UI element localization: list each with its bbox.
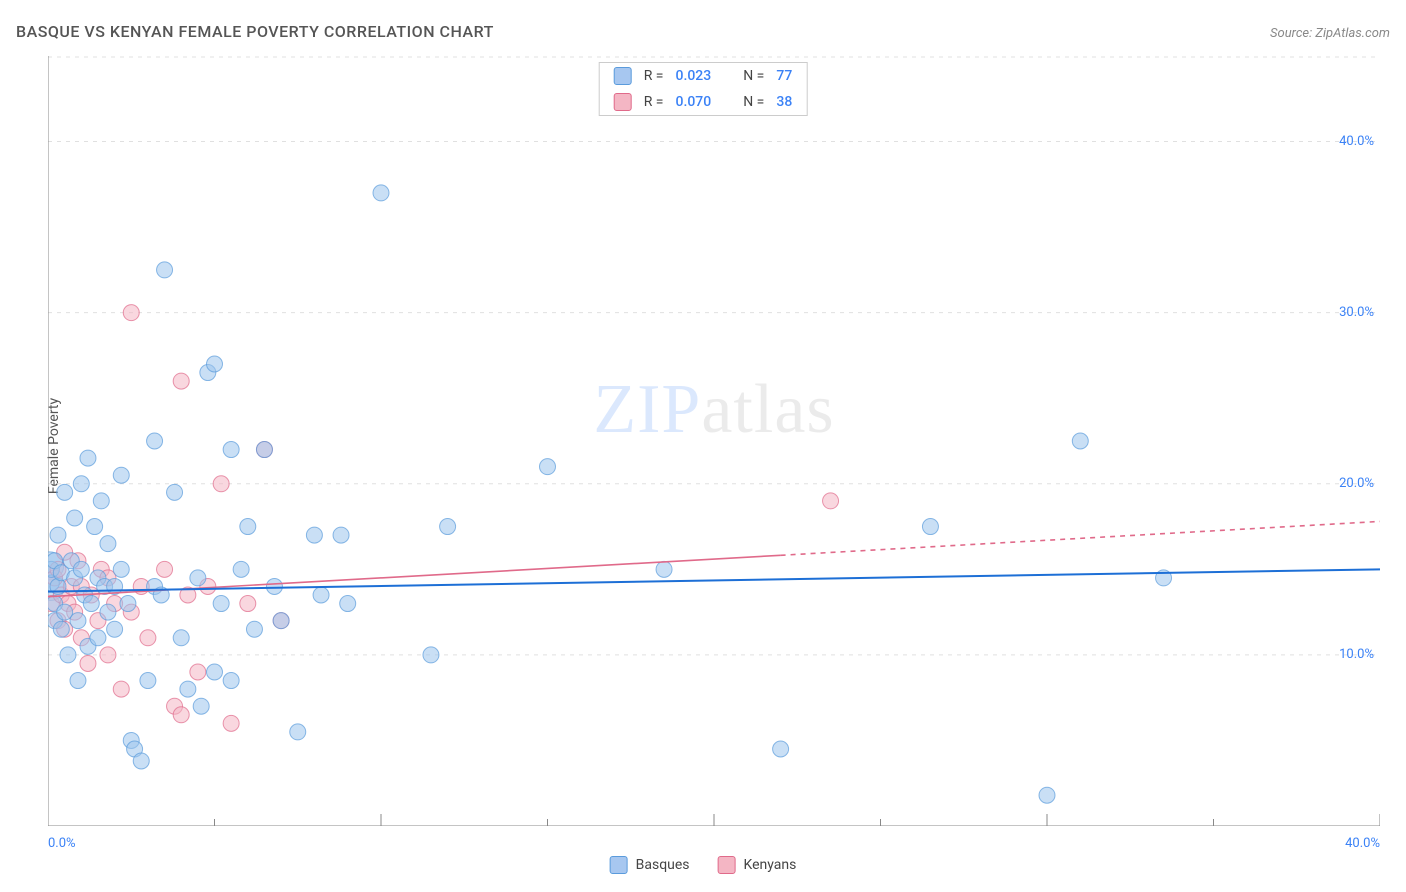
r-value: 0.023 [676, 68, 712, 84]
legend-label: Basques [636, 857, 690, 873]
swatch-basques [614, 67, 632, 85]
legend-row-kenyans: R = 0.070 N = 38 [600, 89, 807, 115]
n-value: 38 [776, 94, 792, 110]
r-value: 0.070 [676, 94, 712, 110]
r-label: R = [644, 68, 664, 84]
r-label: R = [644, 94, 664, 110]
y-tick-label: 30.0% [1339, 305, 1374, 320]
y-tick-label: 10.0% [1339, 647, 1374, 662]
legend-series: Basques Kenyans [610, 856, 797, 874]
source-attribution: Source: ZipAtlas.com [1270, 26, 1390, 41]
legend-row-basques: R = 0.023 N = 77 [600, 63, 807, 89]
swatch-kenyans [718, 856, 736, 874]
n-value: 77 [776, 68, 792, 84]
x-tick-label: 0.0% [48, 836, 76, 851]
n-label: N = [743, 68, 764, 84]
chart-area: ZIPatlas 0.0%40.0%10.0%20.0%30.0%40.0% [48, 56, 1380, 826]
legend-label: Kenyans [744, 857, 797, 873]
chart-title: BASQUE VS KENYAN FEMALE POVERTY CORRELAT… [16, 22, 494, 41]
swatch-basques [610, 856, 628, 874]
legend-correlation: R = 0.023 N = 77 R = 0.070 N = 38 [599, 62, 808, 116]
legend-item-kenyans: Kenyans [718, 856, 797, 874]
swatch-kenyans [614, 93, 632, 111]
y-tick-label: 20.0% [1339, 476, 1374, 491]
y-tick-label: 40.0% [1339, 134, 1374, 149]
legend-item-basques: Basques [610, 856, 690, 874]
scatter-plot [48, 56, 1380, 826]
n-label: N = [743, 94, 764, 110]
x-tick-label: 40.0% [1345, 836, 1380, 851]
